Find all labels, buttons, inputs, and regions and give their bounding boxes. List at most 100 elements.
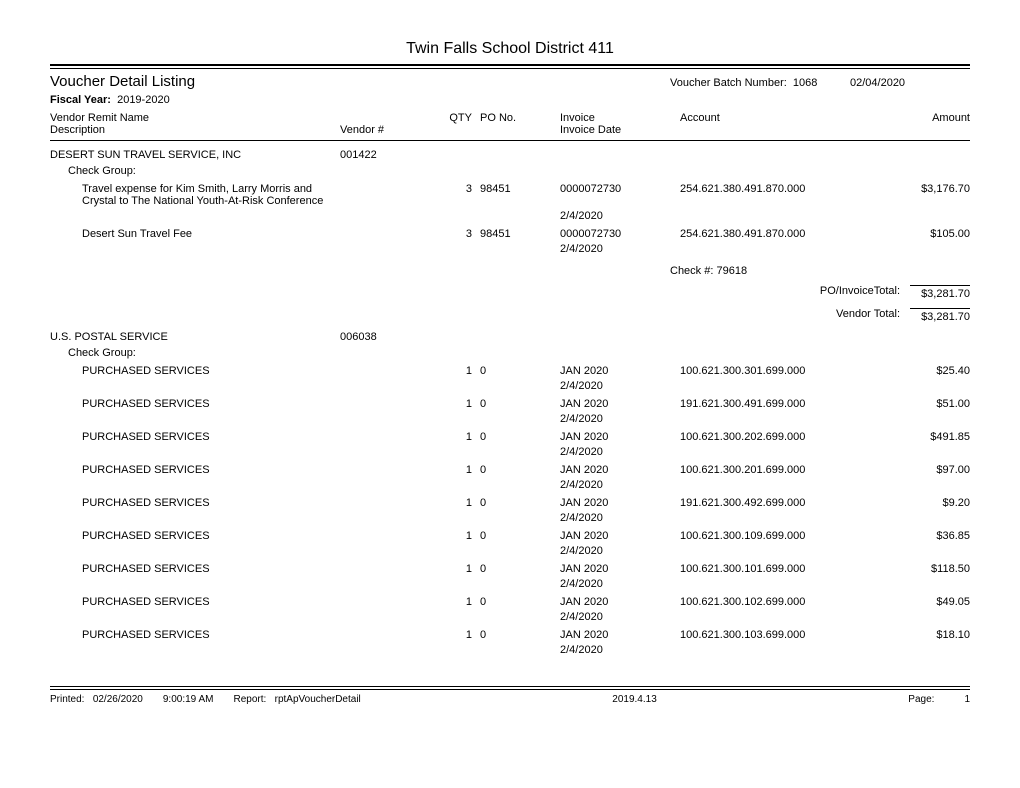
- line-invoice: JAN 2020: [560, 563, 680, 575]
- voucher-line: PURCHASED SERVICES 10JAN 2020100.621.300.…: [50, 563, 970, 575]
- line-invoice: JAN 2020: [560, 398, 680, 410]
- line-amount: $51.00: [900, 398, 970, 410]
- line-qty: 1: [440, 563, 480, 575]
- line-amount: $3,176.70: [900, 183, 970, 207]
- line-po: 0: [480, 596, 560, 608]
- batch-date: 02/04/2020: [850, 77, 905, 89]
- line-invoice-date: 2/4/2020: [560, 210, 680, 222]
- voucher-line: PURCHASED SERVICES10JAN 2020100.621.300.…: [50, 431, 970, 443]
- line-qty: 1: [440, 431, 480, 443]
- line-invoice: JAN 2020: [560, 431, 680, 443]
- line-amount: $49.05: [900, 596, 970, 608]
- line-desc: PURCHASED SERVICES: [82, 530, 340, 542]
- vendor-name: U.S. POSTAL SERVICE: [50, 331, 340, 343]
- line-desc: Travel expense for Kim Smith, Larry Morr…: [82, 183, 340, 207]
- vendor-number: 001422: [340, 149, 440, 161]
- line-invoice-date: 2/4/2020: [560, 512, 680, 524]
- voucher-line: PURCHASED SERVICES10JAN 2020100.621.300.…: [50, 629, 970, 641]
- line-account: 100.621.300.101.699.000: [680, 563, 900, 575]
- line-po: 98451: [480, 183, 560, 207]
- col-vendor-remit: Vendor Remit Name: [50, 112, 149, 124]
- line-account: 100.621.300.201.699.000: [680, 464, 900, 476]
- line-invoice: JAN 2020: [560, 365, 680, 377]
- vendor-row: U.S. POSTAL SERVICE 006038: [50, 331, 970, 343]
- line-amount: $25.40: [900, 365, 970, 377]
- line-invoice: JAN 2020: [560, 497, 680, 509]
- org-title: Twin Falls School District 411: [50, 40, 970, 66]
- voucher-line: Travel expense for Kim Smith, Larry Morr…: [50, 183, 970, 207]
- line-desc: PURCHASED SERVICES: [82, 563, 340, 575]
- report-name: rptApVoucherDetail: [275, 694, 361, 705]
- line-invoice: JAN 2020: [560, 596, 680, 608]
- voucher-line: PURCHASED SERVICES10JAN 2020191.621.300.…: [50, 398, 970, 410]
- po-invoice-total: PO/InvoiceTotal: $3,281.70: [50, 285, 970, 300]
- line-po: 0: [480, 365, 560, 377]
- line-invoice-date: 2/4/2020: [560, 644, 680, 656]
- line-qty: 1: [440, 596, 480, 608]
- page-number: 1: [934, 694, 970, 705]
- line-desc: PURCHASED SERVICES: [82, 596, 340, 608]
- voucher-line: PURCHASED SERVICES10JAN 2020100.621.300.…: [50, 464, 970, 476]
- line-desc: PURCHASED SERVICES: [82, 431, 340, 443]
- vendor-number: 006038: [340, 331, 440, 343]
- line-desc: Desert Sun Travel Fee: [82, 228, 340, 240]
- line-account: 191.621.300.491.699.000: [680, 398, 900, 410]
- batch-label: Voucher Batch Number: 1068: [670, 77, 850, 89]
- vendor-total: Vendor Total: $3,281.70: [50, 308, 970, 323]
- line-amount: $18.10: [900, 629, 970, 641]
- col-vendor-num: Vendor #: [340, 124, 384, 136]
- line-amount: $97.00: [900, 464, 970, 476]
- line-qty: 1: [440, 497, 480, 509]
- line-account: 191.621.300.492.699.000: [680, 497, 900, 509]
- line-qty: 1: [440, 464, 480, 476]
- check-number: Check #: 79618: [50, 265, 970, 277]
- line-qty: 1: [440, 530, 480, 542]
- printed-date: 02/26/2020: [93, 694, 143, 705]
- line-invoice-date: 2/4/2020: [560, 380, 680, 392]
- vendor-name: DESERT SUN TRAVEL SERVICE, INC: [50, 149, 340, 161]
- col-qty: QTY: [449, 112, 472, 124]
- version: 2019.4.13: [381, 694, 909, 705]
- printed-time: 9:00:19 AM: [163, 694, 234, 705]
- line-account: 100.621.300.301.699.000: [680, 365, 900, 377]
- line-po: 98451: [480, 228, 560, 240]
- report-title: Voucher Detail Listing: [50, 73, 670, 90]
- fiscal-year: Fiscal Year: 2019-2020: [50, 94, 970, 106]
- line-invoice-date: 2/4/2020: [560, 243, 680, 255]
- line-po: 0: [480, 563, 560, 575]
- col-invoice: Invoice: [560, 112, 595, 124]
- line-qty: 3: [440, 228, 480, 240]
- line-po: 0: [480, 398, 560, 410]
- line-qty: 1: [440, 629, 480, 641]
- line-po: 0: [480, 530, 560, 542]
- line-invoice-date: 2/4/2020: [560, 578, 680, 590]
- line-invoice-date: 2/4/2020: [560, 479, 680, 491]
- col-amount: Amount: [932, 112, 970, 124]
- line-po: 0: [480, 629, 560, 641]
- printed-label: Printed:: [50, 694, 84, 705]
- line-qty: 3: [440, 183, 480, 207]
- line-desc: PURCHASED SERVICES: [82, 365, 340, 377]
- vendor-row: DESERT SUN TRAVEL SERVICE, INC 001422: [50, 149, 970, 161]
- line-qty: 1: [440, 365, 480, 377]
- line-invoice-date: 2/4/2020: [560, 413, 680, 425]
- line-desc: PURCHASED SERVICES: [82, 464, 340, 476]
- line-invoice: JAN 2020: [560, 530, 680, 542]
- voucher-line: PURCHASED SERVICES 10JAN 2020100.621.300.…: [50, 596, 970, 608]
- line-amount: $9.20: [900, 497, 970, 509]
- line-account: 254.621.380.491.870.000: [680, 228, 900, 240]
- voucher-line: PURCHASED SERVICES 10JAN 2020100.621.300.…: [50, 365, 970, 377]
- col-account: Account: [680, 112, 720, 124]
- page-footer: Printed: 02/26/2020 9:00:19 AM Report: r…: [50, 689, 970, 705]
- line-account: 100.621.300.109.699.000: [680, 530, 900, 542]
- line-account: 100.621.300.102.699.000: [680, 596, 900, 608]
- line-invoice: JAN 2020: [560, 464, 680, 476]
- page-label: Page:: [908, 694, 934, 705]
- line-desc: PURCHASED SERVICES: [82, 629, 340, 641]
- report-header: Voucher Detail Listing Voucher Batch Num…: [50, 68, 970, 141]
- line-po: 0: [480, 497, 560, 509]
- line-qty: 1: [440, 398, 480, 410]
- voucher-line: PURCHASED SERVICES10JAN 2020191.621.300.…: [50, 497, 970, 509]
- line-account: 100.621.300.103.699.000: [680, 629, 900, 641]
- column-headers: Vendor Remit Name Description Vendor # Q…: [50, 112, 970, 136]
